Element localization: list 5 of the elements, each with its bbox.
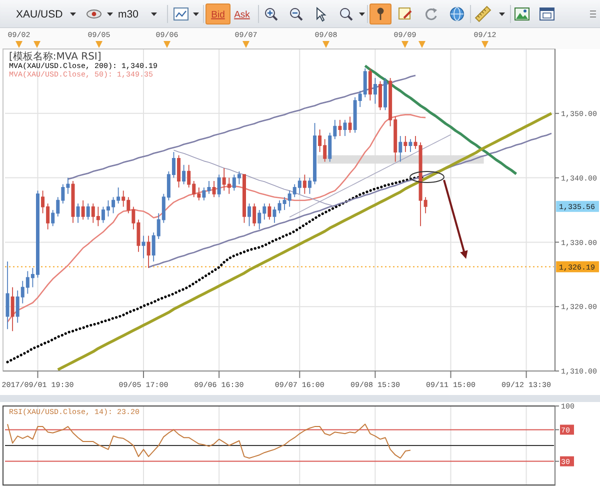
text: XAU/USD: [16, 8, 64, 21]
text: Bid: [211, 9, 225, 20]
text: m30: [118, 8, 139, 21]
legend-title: [模板名称:MVA RSI]: [9, 50, 102, 62]
text: Ask: [234, 9, 250, 20]
